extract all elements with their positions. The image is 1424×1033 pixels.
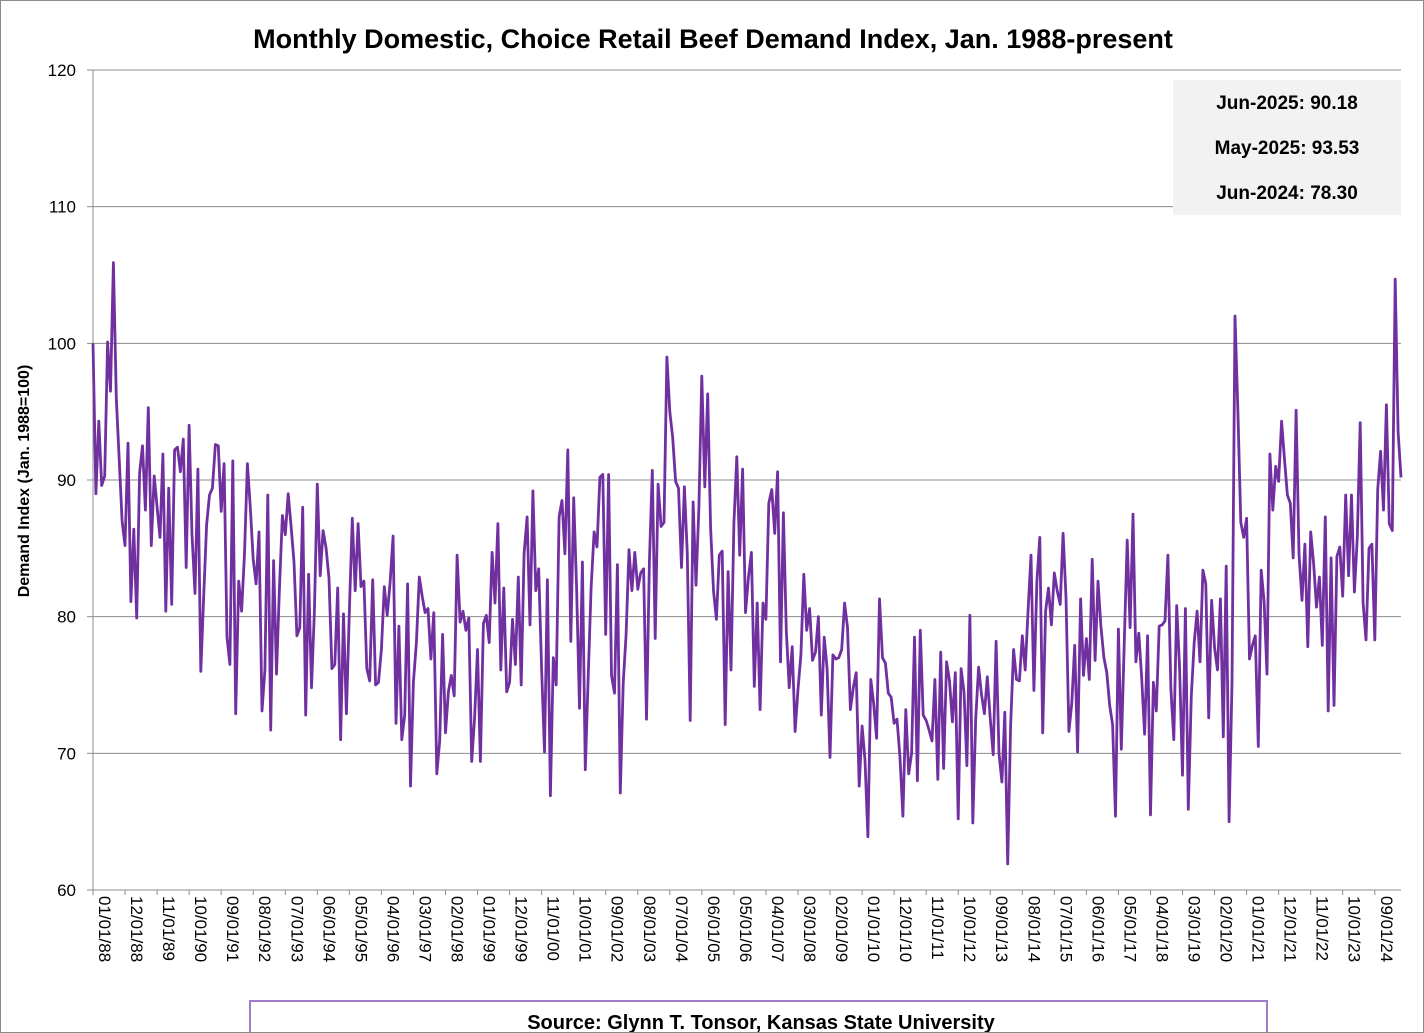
x-tick-label: 10/01/12: [960, 896, 979, 962]
x-tick-label: 04/01/07: [768, 896, 787, 962]
x-tick-label: 12/01/99: [512, 896, 531, 962]
callout-line-jun-2024: Jun-2024: 78.30: [1216, 183, 1358, 204]
x-tick-label: 06/01/05: [704, 896, 723, 962]
x-tick-label: 04/01/96: [383, 896, 402, 962]
x-tick-label: 07/01/04: [672, 896, 691, 962]
x-tick-label: 06/01/16: [1088, 896, 1107, 962]
y-tick-labels: 60 70 80 90 100 110 120: [48, 61, 76, 900]
x-tick-label: 01/01/21: [1249, 896, 1268, 962]
x-tick-label: 12/01/10: [896, 896, 915, 962]
chart-title: Monthly Domestic, Choice Retail Beef Dem…: [253, 24, 1173, 54]
x-tick-label: 09/01/02: [608, 896, 627, 962]
y-tick-label: 100: [48, 334, 76, 353]
x-tick-label: 12/01/21: [1281, 896, 1300, 962]
callout-line-jun-2025: Jun-2025: 90.18: [1216, 93, 1358, 114]
x-tick-label: 03/01/08: [800, 896, 819, 962]
y-tick-label: 80: [57, 608, 76, 627]
x-tick-label: 01/01/99: [480, 896, 499, 962]
demand-index-line: [91, 261, 1403, 866]
x-tick-label: 01/01/10: [864, 896, 883, 962]
x-tick-label: 08/01/14: [1024, 896, 1043, 962]
x-tick-label: 03/01/19: [1185, 896, 1204, 962]
y-tick-label: 110: [49, 198, 76, 217]
x-tick-label: 08/01/92: [255, 896, 274, 962]
source-box: Source: Glynn T. Tonsor, Kansas State Un…: [249, 1000, 1268, 1032]
x-tick-labels: 01/01/88 12/01/88 11/01/89 10/01/90 09/01/91…: [95, 896, 1396, 962]
x-tick-label: 02/01/09: [832, 896, 851, 962]
x-tick-label: 06/01/94: [319, 896, 338, 962]
callout-line-may-2025: May-2025: 93.53: [1215, 138, 1360, 159]
x-tick-label: 12/01/88: [127, 896, 146, 962]
x-tick-label: 09/01/91: [223, 896, 242, 962]
x-tick-label: 05/01/95: [351, 896, 370, 962]
x-tick-label: 11/01/00: [544, 896, 563, 961]
x-tick-label: 10/01/01: [576, 896, 595, 962]
y-tick-label: 120: [48, 61, 76, 80]
x-tick-label: 11/01/11: [928, 896, 947, 960]
y-tick-label: 90: [57, 471, 76, 490]
x-tick-label: 10/01/90: [191, 896, 210, 962]
x-tick-label: 07/01/93: [287, 896, 306, 962]
x-tick-label: 10/01/23: [1345, 896, 1364, 962]
x-tick-label: 07/01/15: [1056, 896, 1075, 962]
source-border: [249, 1000, 1268, 1032]
y-tick-label: 70: [57, 744, 76, 763]
x-tick-label: 05/01/17: [1120, 896, 1139, 962]
callout-background: [1173, 80, 1401, 215]
x-tick-label: 11/01/22: [1313, 896, 1332, 961]
y-tick-label: 60: [57, 881, 76, 900]
x-tick-label: 11/01/89: [159, 896, 178, 961]
axes: [87, 69, 1401, 895]
x-tick-label: 09/01/24: [1377, 896, 1396, 962]
x-tick-label: 09/01/13: [992, 896, 1011, 962]
callout-box: Jun-2025: 90.18 May-2025: 93.53 Jun-2024…: [1173, 80, 1401, 215]
source-text: Source: Glynn T. Tonsor, Kansas State Un…: [527, 1012, 995, 1032]
x-tick-label: 01/01/88: [95, 896, 114, 962]
x-tick-label: 05/01/06: [736, 896, 755, 962]
x-tick-label: 04/01/18: [1152, 896, 1171, 962]
x-tick-label: 03/01/97: [415, 896, 434, 962]
x-tick-label: 02/01/20: [1217, 896, 1236, 962]
x-tick-label: 08/01/03: [640, 896, 659, 962]
y-axis-label: Demand Index (Jan. 1988=100): [16, 365, 33, 598]
x-tick-label: 02/01/98: [447, 896, 466, 962]
series-layer: [91, 261, 1403, 866]
